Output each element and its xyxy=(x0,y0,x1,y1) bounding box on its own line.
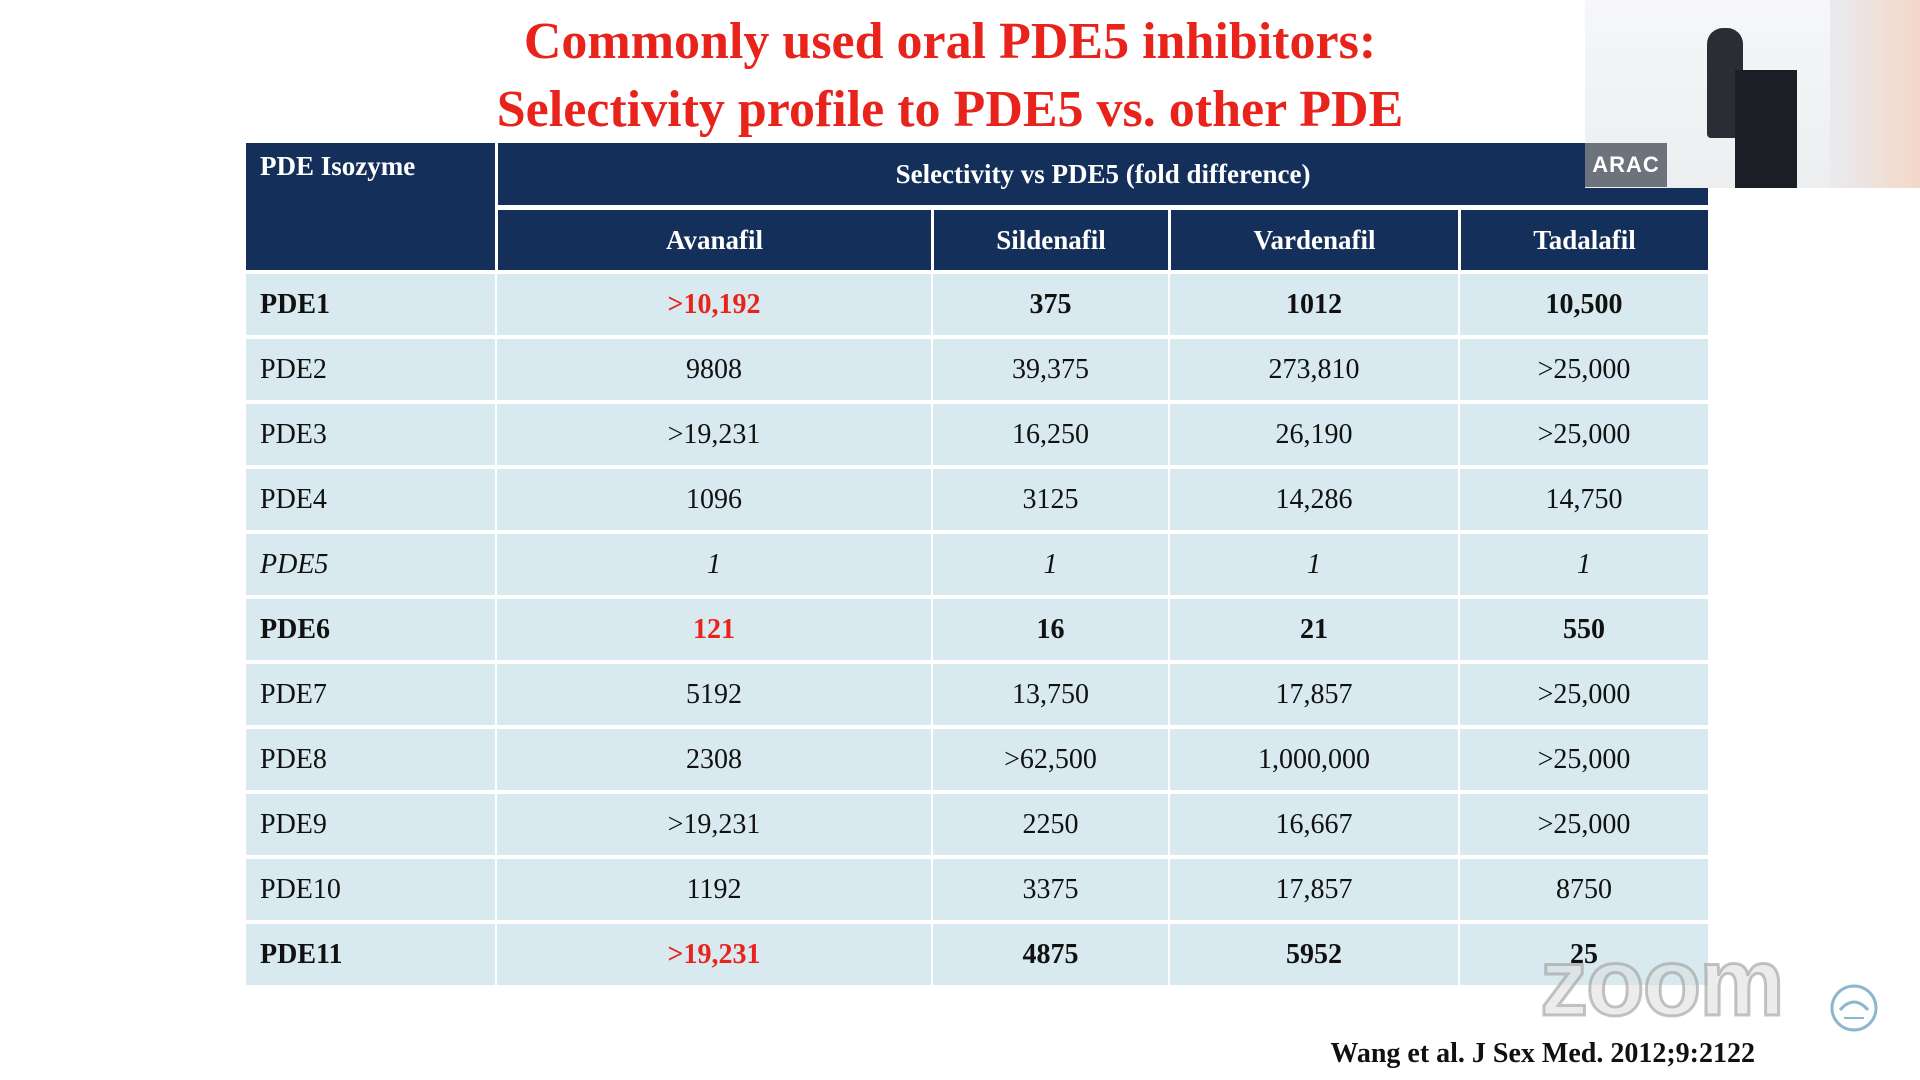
cell-avanafil: 9808 xyxy=(495,335,931,400)
slide-title-line-1: Commonly used oral PDE5 inhibitors: xyxy=(523,13,1377,70)
row-isozyme-name: PDE3 xyxy=(246,400,495,465)
cell-avanafil: >10,192 xyxy=(495,270,931,335)
speaker-video-thumbnail[interactable]: ARAC xyxy=(1585,0,1920,188)
cell-avanafil: 121 xyxy=(495,595,931,660)
slide-title-line-2: Selectivity profile to PDE5 vs. other PD… xyxy=(496,81,1404,138)
table-body: PDE1 >10,192 375 1012 10,500 PDE2 9808 39,375 27… xyxy=(246,270,1709,985)
cell-avanafil: >19,231 xyxy=(495,400,931,465)
cell-tadalafil: >25,000 xyxy=(1458,790,1709,855)
cell-tadalafil: 1 xyxy=(1458,530,1709,595)
cell-vardenafil: 16,667 xyxy=(1168,790,1458,855)
table-row: PDE11 >19,231 4875 5952 25 xyxy=(246,920,1709,985)
row-isozyme-name: PDE1 xyxy=(246,270,495,335)
header-pde-isozyme: PDE Isozyme xyxy=(246,143,495,270)
table-row: PDE3 >19,231 16,250 26,190 >25,000 xyxy=(246,400,1709,465)
selectivity-table: PDE Isozyme Selectivity vs PDE5 (fold di… xyxy=(246,143,1709,985)
cell-sildenafil: 16 xyxy=(931,595,1168,660)
cell-tadalafil: >25,000 xyxy=(1458,400,1709,465)
slide-title: Commonly used oral PDE5 inhibitors: Sele… xyxy=(240,8,1660,144)
cell-sildenafil: 2250 xyxy=(931,790,1168,855)
cell-vardenafil: 21 xyxy=(1168,595,1458,660)
table-row: PDE6 121 16 21 550 xyxy=(246,595,1709,660)
header-selectivity: Selectivity vs PDE5 (fold difference) xyxy=(495,143,1709,210)
zoom-watermark: zoom xyxy=(1539,929,1787,1036)
row-isozyme-name: PDE5 xyxy=(246,530,495,595)
cell-sildenafil: >62,500 xyxy=(931,725,1168,790)
cell-avanafil: 1096 xyxy=(495,465,931,530)
cell-tadalafil: 25 xyxy=(1458,920,1709,985)
cell-tadalafil: 8750 xyxy=(1458,855,1709,920)
cell-avanafil: 1 xyxy=(495,530,931,595)
row-isozyme-name: PDE4 xyxy=(246,465,495,530)
row-isozyme-name: PDE8 xyxy=(246,725,495,790)
cell-tadalafil: 10,500 xyxy=(1458,270,1709,335)
cell-tadalafil: >25,000 xyxy=(1458,660,1709,725)
thumbnail-label: ARAC xyxy=(1585,143,1667,187)
table-row: PDE1 >10,192 375 1012 10,500 xyxy=(246,270,1709,335)
cell-vardenafil: 1 xyxy=(1168,530,1458,595)
table-row: PDE10 1192 3375 17,857 8750 xyxy=(246,855,1709,920)
cell-sildenafil: 3125 xyxy=(931,465,1168,530)
cell-sildenafil: 16,250 xyxy=(931,400,1168,465)
cell-tadalafil: 550 xyxy=(1458,595,1709,660)
cell-avanafil: 5192 xyxy=(495,660,931,725)
cell-vardenafil: 26,190 xyxy=(1168,400,1458,465)
cell-vardenafil: 17,857 xyxy=(1168,660,1458,725)
row-isozyme-name: PDE7 xyxy=(246,660,495,725)
table-row: PDE2 9808 39,375 273,810 >25,000 xyxy=(246,335,1709,400)
citation: Wang et al. J Sex Med. 2012;9:2122 xyxy=(1330,1038,1755,1069)
podium xyxy=(1735,70,1797,188)
row-isozyme-name: PDE11 xyxy=(246,920,495,985)
header-sildenafil: Sildenafil xyxy=(931,210,1168,270)
cell-tadalafil: >25,000 xyxy=(1458,335,1709,400)
header-avanafil: Avanafil xyxy=(495,210,931,270)
row-isozyme-name: PDE10 xyxy=(246,855,495,920)
conference-logo-icon xyxy=(1830,984,1878,1032)
cell-vardenafil: 14,286 xyxy=(1168,465,1458,530)
cell-avanafil: >19,231 xyxy=(495,790,931,855)
table-row: PDE9 >19,231 2250 16,667 >25,000 xyxy=(246,790,1709,855)
cell-sildenafil: 375 xyxy=(931,270,1168,335)
cell-avanafil: >19,231 xyxy=(495,920,931,985)
cell-sildenafil: 13,750 xyxy=(931,660,1168,725)
table-row: PDE7 5192 13,750 17,857 >25,000 xyxy=(246,660,1709,725)
row-isozyme-name: PDE6 xyxy=(246,595,495,660)
table-row: PDE8 2308 >62,500 1,000,000 >25,000 xyxy=(246,725,1709,790)
cell-avanafil: 1192 xyxy=(495,855,931,920)
header-tadalafil: Tadalafil xyxy=(1458,210,1709,270)
cell-vardenafil: 5952 xyxy=(1168,920,1458,985)
table-row: PDE4 1096 3125 14,286 14,750 xyxy=(246,465,1709,530)
cell-sildenafil: 1 xyxy=(931,530,1168,595)
row-isozyme-name: PDE9 xyxy=(246,790,495,855)
cell-sildenafil: 39,375 xyxy=(931,335,1168,400)
cell-avanafil: 2308 xyxy=(495,725,931,790)
cell-vardenafil: 273,810 xyxy=(1168,335,1458,400)
table-row: PDE5 1 1 1 1 xyxy=(246,530,1709,595)
cell-vardenafil: 17,857 xyxy=(1168,855,1458,920)
cell-vardenafil: 1,000,000 xyxy=(1168,725,1458,790)
cell-sildenafil: 3375 xyxy=(931,855,1168,920)
row-isozyme-name: PDE2 xyxy=(246,335,495,400)
cell-tadalafil: 14,750 xyxy=(1458,465,1709,530)
cell-vardenafil: 1012 xyxy=(1168,270,1458,335)
cell-sildenafil: 4875 xyxy=(931,920,1168,985)
cell-tadalafil: >25,000 xyxy=(1458,725,1709,790)
header-vardenafil: Vardenafil xyxy=(1168,210,1458,270)
